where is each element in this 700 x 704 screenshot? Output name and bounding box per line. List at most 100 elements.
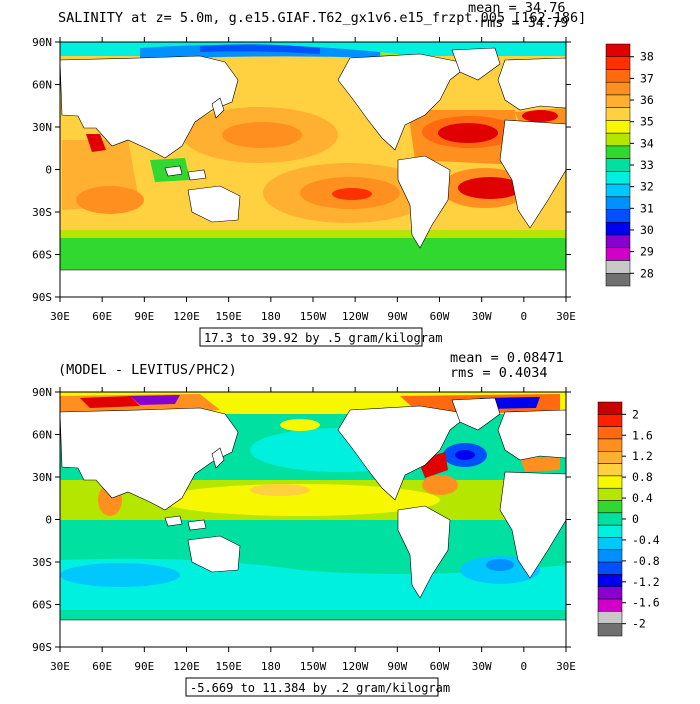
range-note: -5.669 to 11.384 by .2 gram/kilogram <box>190 681 450 695</box>
colorbar-label: 33 <box>640 158 654 172</box>
colorbar-swatch <box>597 487 623 501</box>
lat-label: 90S <box>32 291 52 304</box>
colorbar-swatch <box>605 120 631 134</box>
lat-label: 0 <box>45 514 52 527</box>
colorbar-swatch <box>605 56 631 70</box>
panel-difference: (MODEL - LEVITUS/PHC2) mean = 0.08471 rm… <box>32 350 660 697</box>
panel-salinity: SALINITY at z= 5.0m, g.e15.GIAF.T62_gx1v… <box>32 0 654 347</box>
lat-label: 0 <box>45 164 52 177</box>
lon-label: 90W <box>387 310 407 323</box>
colorbar: 2 1.6 1.2 0.8 0.4 0 -0.4 -0.8 -1.2 -1.6 -2 <box>597 401 660 637</box>
colorbar-swatch <box>597 586 623 600</box>
lon-label: 180 <box>261 660 281 673</box>
colorbar-swatch <box>597 561 623 575</box>
colorbar-swatch <box>605 171 631 185</box>
lat-label: 90S <box>32 641 52 654</box>
lon-label: 60W <box>430 310 450 323</box>
colorbar-swatch <box>605 273 631 287</box>
lat-label: 60S <box>32 249 52 262</box>
colorbar-swatch <box>605 234 631 249</box>
lon-label: 150W <box>300 310 327 323</box>
map-axes: 90N 60N 30N 0 30S 60S 90S 30E 60E 90E 120E 150E 180 1… <box>32 36 576 323</box>
colorbar-label: 35 <box>640 115 654 129</box>
lat-label: 30N <box>32 471 52 484</box>
colorbar-label: 34 <box>640 136 654 150</box>
lon-label: 30W <box>472 660 492 673</box>
colorbar-swatch <box>605 43 631 57</box>
lon-label: 0 <box>521 310 528 323</box>
land-masses <box>59 397 567 648</box>
lon-label: 60E <box>92 660 112 673</box>
range-box <box>199 327 423 347</box>
colorbar-label: 1.6 <box>632 428 653 442</box>
mean-label: mean = 0.08471 <box>450 350 564 366</box>
colorbar-swatch <box>605 222 631 236</box>
lon-label: 150E <box>215 660 242 673</box>
lat-label: 30S <box>32 206 52 219</box>
lon-label: 150E <box>215 310 242 323</box>
colorbar-label: -2 <box>632 617 646 631</box>
panel-title: (MODEL - LEVITUS/PHC2) <box>58 362 237 378</box>
colorbar-swatch <box>597 451 623 464</box>
colorbar-swatch <box>597 524 623 538</box>
lon-label: 30E <box>556 660 576 673</box>
mean-label: mean = 34.76 <box>468 0 566 16</box>
colorbar-swatch <box>597 426 623 440</box>
range-note: 17.3 to 39.92 by .5 gram/kilogram <box>204 331 442 345</box>
colorbar-swatch <box>597 549 623 563</box>
lon-label: 150W <box>300 660 327 673</box>
colorbar-swatch <box>605 247 631 261</box>
colorbar-swatch <box>605 107 631 121</box>
colorbar-swatch <box>597 414 623 427</box>
colorbar-label: 31 <box>640 201 654 215</box>
colorbar-swatch <box>597 438 623 452</box>
lon-label: 30E <box>556 310 576 323</box>
colorbar-swatch <box>605 158 631 172</box>
map-field <box>60 42 566 297</box>
colorbar-swatch <box>605 183 631 198</box>
lon-label: 90E <box>134 310 154 323</box>
land-masses <box>59 47 567 298</box>
lat-label: 60N <box>32 429 52 442</box>
colorbar-swatch <box>597 512 623 526</box>
map-axes: 90N 60N 30N 0 30S 60S 90S 30E 60E 90E 120E 150E 180 1… <box>32 386 576 673</box>
colorbar-label: 0.8 <box>632 470 653 484</box>
lon-label: 90W <box>387 660 407 673</box>
lon-label: 120E <box>173 660 200 673</box>
lon-label: 60W <box>430 660 450 673</box>
lat-label: 30N <box>32 121 52 134</box>
lon-label: 30W <box>472 310 492 323</box>
lon-label: 120W <box>342 660 369 673</box>
colorbar-label: 36 <box>640 93 654 107</box>
lat-label: 30S <box>32 556 52 569</box>
colorbar-label: 29 <box>640 245 654 259</box>
colorbar-label: 37 <box>640 71 654 85</box>
colorbar-label: -1.6 <box>632 596 660 610</box>
lat-label: 90N <box>32 386 52 399</box>
colorbar-swatch <box>605 132 631 147</box>
colorbar-swatch <box>597 475 623 489</box>
lat-label: 60S <box>32 599 52 612</box>
colorbar-label: 2 <box>632 407 639 421</box>
colorbar-label: 32 <box>640 180 654 194</box>
colorbar-swatch <box>605 260 631 274</box>
panel-title: SALINITY at z= 5.0m, g.e15.GIAF.T62_gx1v… <box>58 10 586 26</box>
colorbar-swatch <box>597 537 623 551</box>
lon-label: 180 <box>261 310 281 323</box>
colorbar-swatch <box>597 401 623 415</box>
lon-label: 120E <box>173 310 200 323</box>
colorbar-swatch <box>605 81 631 96</box>
colorbar-swatch <box>597 500 623 514</box>
lon-label: 90E <box>134 660 154 673</box>
colorbar-label: -1.2 <box>632 575 660 589</box>
colorbar-label: 1.2 <box>632 449 653 463</box>
colorbar-label: -0.4 <box>632 533 660 547</box>
colorbar-label: 28 <box>640 266 654 280</box>
colorbar-label: 0.4 <box>632 491 653 505</box>
colorbar-swatch <box>605 145 631 159</box>
lon-label: 30E <box>50 310 70 323</box>
colorbar-swatch <box>605 94 631 108</box>
colorbar-swatch <box>605 209 631 223</box>
lon-label: 60E <box>92 310 112 323</box>
